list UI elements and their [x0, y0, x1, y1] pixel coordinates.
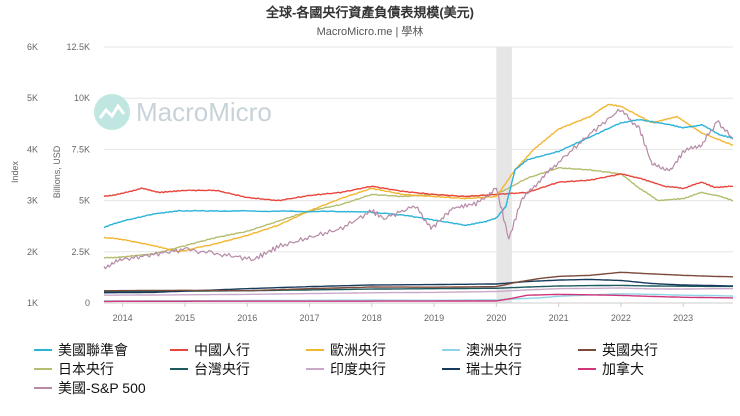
legend-item[interactable]: 歐洲央行: [306, 340, 386, 360]
legend-swatch: [442, 368, 460, 370]
usd-tick-label: 10K: [74, 93, 90, 103]
legend-swatch: [306, 368, 324, 370]
usd-axis-label: Billions, USD: [52, 145, 62, 198]
series-line: [103, 173, 733, 202]
legend-swatch: [442, 349, 460, 351]
x-tick-label: 2022: [611, 313, 631, 323]
x-tick-label: 2016: [237, 313, 257, 323]
legend-item[interactable]: 瑞士央行: [442, 359, 522, 379]
legend-swatch: [34, 387, 52, 389]
legend-label: 英國央行: [602, 342, 658, 358]
legend-label: 瑞士央行: [466, 361, 522, 377]
series-line: [103, 166, 734, 259]
index-axis-ticks: 1K 2K 3K 4K 5K 6K: [27, 42, 38, 308]
legend-label: 美國-S&P 500: [58, 380, 146, 396]
legend-swatch: [306, 349, 324, 351]
index-tick-label: 3K: [27, 196, 38, 206]
legend-label: 中國人行: [194, 342, 250, 358]
x-tick-label: 2020: [486, 313, 506, 323]
x-tick-label: 2017: [299, 313, 319, 323]
gridlines: [104, 46, 733, 304]
usd-tick-label: 2.5K: [71, 247, 90, 257]
legend-item[interactable]: 中國人行: [170, 340, 250, 360]
series-line: [103, 108, 734, 270]
series-line: [103, 293, 733, 302]
legend-item[interactable]: 加拿大: [578, 359, 644, 379]
index-tick-label: 5K: [27, 93, 38, 103]
series-line: [104, 287, 733, 296]
legend-item[interactable]: 美國聯準會: [34, 340, 128, 360]
legend-swatch: [170, 349, 188, 351]
series-lines: [103, 103, 734, 303]
legend-label: 台灣央行: [194, 361, 250, 377]
legend-label: 歐洲央行: [330, 342, 386, 358]
legend-swatch: [578, 368, 596, 370]
usd-axis-ticks: 0 2.5K 5K 7.5K 10K 12.5K: [66, 42, 90, 308]
legend-label: 日本央行: [58, 361, 114, 377]
series-line: [103, 103, 734, 253]
legend-item[interactable]: 英國央行: [578, 340, 658, 360]
legend-item[interactable]: 印度央行: [306, 359, 386, 379]
watermark-logo-icon: [94, 94, 130, 130]
x-tick-label: 2015: [175, 313, 195, 323]
legend-item[interactable]: 澳洲央行: [442, 340, 522, 360]
legend-item[interactable]: 台灣央行: [170, 359, 250, 379]
legend-label: 美國聯準會: [58, 342, 128, 358]
legend-swatch: [34, 349, 52, 351]
watermark-text: MacroMicro: [136, 97, 272, 127]
legend-swatch: [34, 368, 52, 370]
chart-title: 全球-各國央行資產負債表規模(美元): [265, 5, 474, 20]
x-tick-label: 2021: [549, 313, 569, 323]
x-tick-label: 2014: [113, 313, 133, 323]
legend-swatch: [578, 349, 596, 351]
legend-item[interactable]: 美國-S&P 500: [34, 378, 146, 398]
legend-label: 印度央行: [330, 361, 386, 377]
chart-subtitle: MacroMicro.me | 學林: [317, 24, 424, 38]
legend-item[interactable]: 日本央行: [34, 359, 114, 379]
usd-tick-label: 5K: [79, 196, 90, 206]
series-line: [104, 293, 733, 303]
legend-label: 加拿大: [602, 361, 644, 377]
recession-band: [496, 47, 512, 303]
index-tick-label: 6K: [27, 42, 38, 52]
series-line: [104, 271, 733, 292]
usd-tick-label: 12.5K: [66, 42, 90, 52]
index-tick-label: 4K: [27, 144, 38, 154]
usd-tick-label: 0: [85, 298, 90, 308]
x-tick-label: 2023: [673, 313, 693, 323]
watermark-logo-mark: [98, 103, 126, 119]
index-axis-label: Index: [10, 160, 20, 183]
legend-label: 澳洲央行: [466, 342, 522, 358]
x-axis-ticks: 2014 2015 2016 2017 2018 2019 2020 2021 2022 2023: [113, 303, 693, 323]
x-tick-label: 2019: [424, 313, 444, 323]
index-tick-label: 2K: [27, 247, 38, 257]
series-line: [103, 119, 734, 229]
usd-tick-label: 7.5K: [71, 144, 90, 154]
x-tick-label: 2018: [362, 313, 382, 323]
watermark: MacroMicro: [94, 94, 272, 130]
index-tick-label: 1K: [27, 298, 38, 308]
legend-swatch: [170, 368, 188, 370]
